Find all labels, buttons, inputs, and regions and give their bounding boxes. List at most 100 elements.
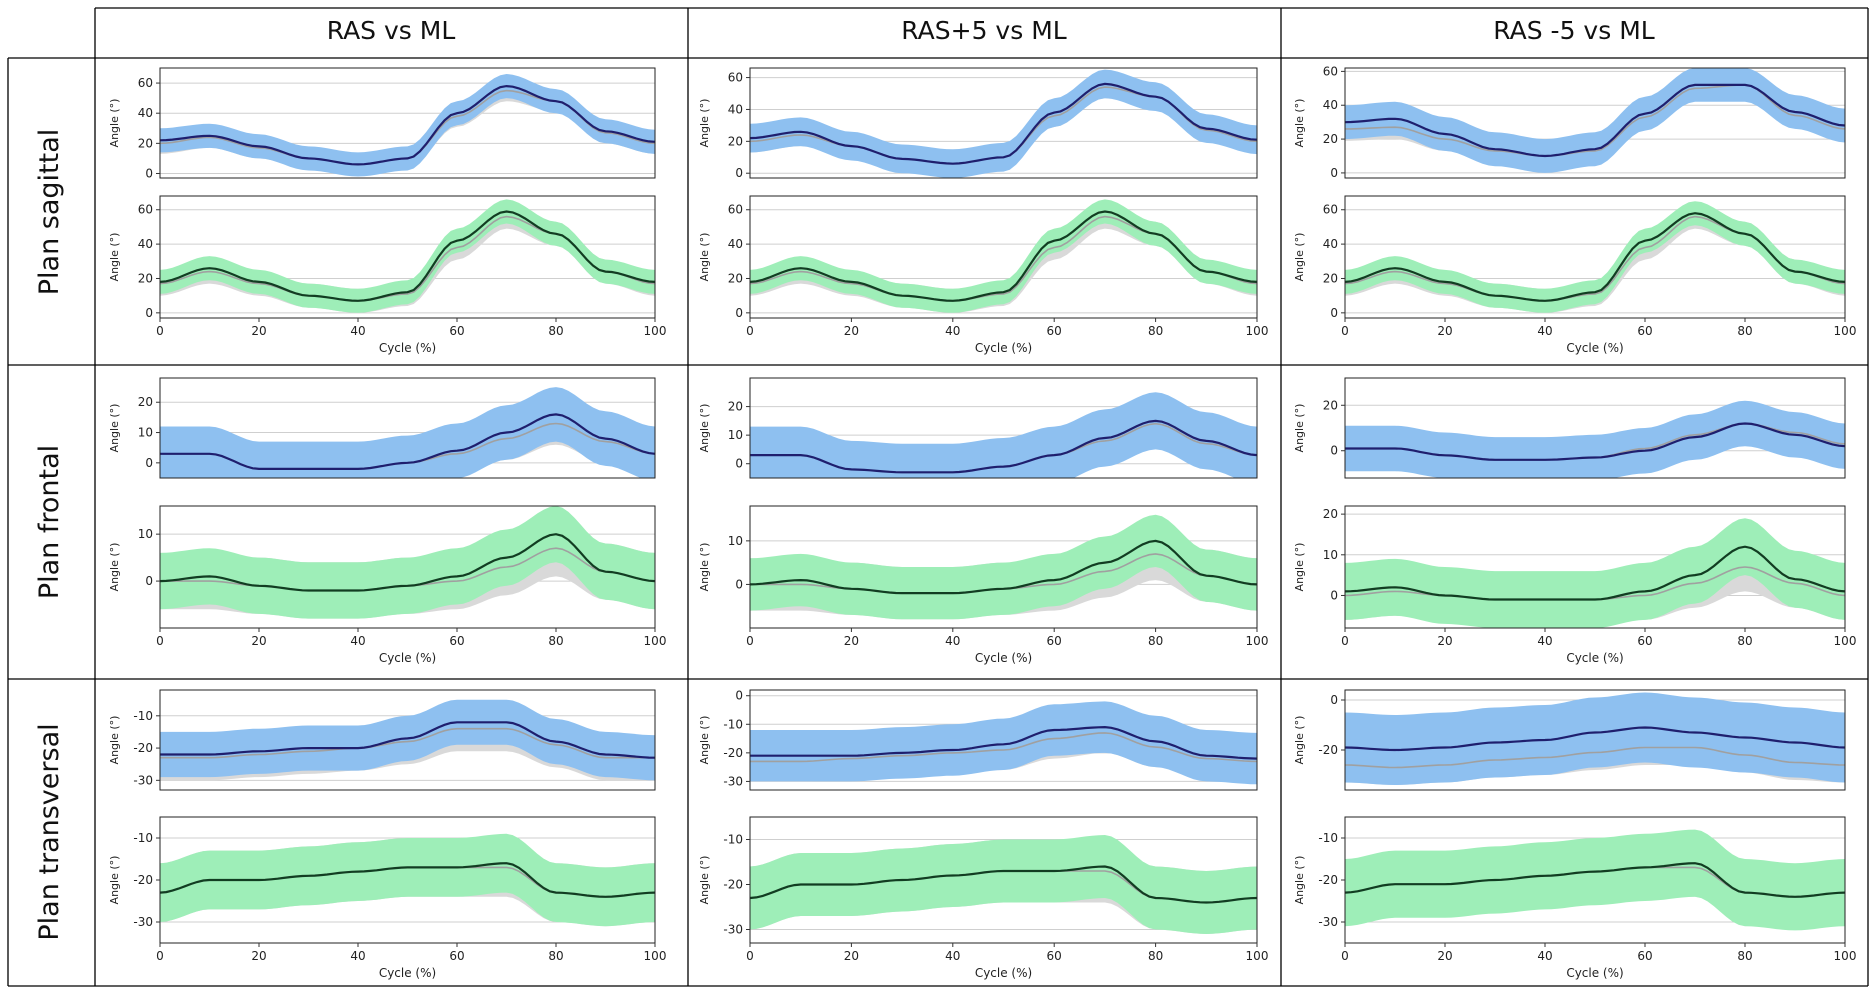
series-band [160, 833, 655, 927]
x-tick-label: 60 [1047, 324, 1062, 338]
x-tick-label: 40 [350, 634, 365, 648]
panel-r0-c0-bottom: 0 20 40 60 Angle (°) 0 20 40 60 80 100 Cycle (%) [108, 195, 666, 355]
column-header-3: RAS -5 vs ML [1493, 16, 1654, 45]
x-tick-label: 100 [1246, 949, 1269, 963]
series-band [750, 69, 1257, 178]
series-line [750, 419, 1257, 474]
y-tick-label: 20 [138, 271, 153, 285]
plot-frame [749, 816, 1258, 944]
y-tick-label: 20 [1323, 271, 1338, 285]
plot-frame [159, 195, 656, 319]
y-tick-label: 10 [728, 534, 743, 548]
x-tick-label: 100 [1246, 324, 1269, 338]
x-axis-label: Cycle (%) [379, 341, 436, 355]
x-tick-label: 0 [746, 324, 754, 338]
x-tick-label: 60 [1637, 634, 1652, 648]
y-tick-label: -20 [723, 878, 743, 892]
series-band [160, 506, 655, 619]
column-header-2: RAS+5 vs ML [901, 16, 1066, 45]
x-tick-label: 60 [1637, 949, 1652, 963]
y-tick-label: -30 [723, 923, 743, 937]
y-tick-label: -20 [133, 873, 153, 887]
x-tick-label: 0 [746, 634, 754, 648]
y-axis-label: Angle (°) [108, 233, 121, 282]
x-tick-label: 80 [1148, 634, 1163, 648]
y-tick-label: -10 [133, 709, 153, 723]
series-line [160, 721, 655, 759]
x-tick-label: 20 [844, 634, 859, 648]
y-axis-label: Angle (°) [698, 716, 711, 765]
y-tick-label: -20 [1318, 873, 1338, 887]
x-tick-label: 40 [1537, 949, 1552, 963]
y-axis-label: Angle (°) [1293, 233, 1306, 282]
x-axis-label: Cycle (%) [379, 651, 436, 665]
y-tick-label: 0 [735, 689, 743, 703]
y-tick-label: -30 [723, 774, 743, 788]
series-band [1345, 68, 1845, 173]
y-tick-label: 60 [1323, 203, 1338, 217]
y-tick-label: -10 [723, 833, 743, 847]
series-line [1345, 212, 1845, 302]
x-tick-label: 40 [945, 634, 960, 648]
y-tick-label: 60 [1323, 64, 1338, 78]
y-tick-label: -20 [1318, 743, 1338, 757]
x-tick-label: 80 [1737, 634, 1752, 648]
y-tick-label: 60 [728, 71, 743, 85]
x-tick-label: 100 [1834, 634, 1857, 648]
panel-r2-c0-bottom: -10 -20 -30 Angle (°) 0 20 40 60 80 100 Cycle (%) [108, 816, 667, 980]
x-tick-label: 100 [1246, 634, 1269, 648]
series-line [160, 413, 655, 470]
series-band [750, 392, 1257, 478]
x-tick-label: 60 [449, 324, 464, 338]
series-line [1345, 862, 1845, 898]
series-line [160, 210, 655, 302]
y-tick-label: -30 [133, 773, 153, 787]
series-band [160, 74, 655, 177]
series-line [1345, 83, 1845, 158]
x-tick-label: 100 [644, 949, 667, 963]
y-tick-label: 40 [728, 102, 743, 116]
x-axis-label: Cycle (%) [975, 966, 1032, 980]
x-tick-label: 40 [350, 324, 365, 338]
plot-frame [1344, 505, 1846, 629]
panel-r2-c1-bottom: -10 -20 -30 Angle (°) 0 20 40 60 80 100 Cycle (%) [698, 816, 1269, 980]
y-axis-label: Angle (°) [698, 233, 711, 282]
panel-r0-c1-top: 0 20 40 60 Angle (°) [698, 67, 1258, 180]
y-tick-label: 20 [1323, 507, 1338, 521]
y-tick-label: 40 [138, 106, 153, 120]
x-tick-label: 60 [1047, 949, 1062, 963]
series-band [160, 387, 655, 478]
y-tick-label: -20 [723, 746, 743, 760]
y-tick-label: 0 [1330, 588, 1338, 602]
series-line [750, 82, 1257, 165]
panel-r2-c1-top: 0 -10 -20 -30 Angle (°) [698, 689, 1258, 791]
y-axis-label: Angle (°) [698, 99, 711, 148]
x-tick-label: 80 [548, 634, 563, 648]
table-grid [7, 7, 1869, 987]
series-band [750, 514, 1257, 620]
x-tick-label: 0 [156, 634, 164, 648]
series-line [1345, 422, 1845, 461]
x-axis-label: Cycle (%) [1566, 966, 1623, 980]
x-tick-label: 100 [1834, 949, 1857, 963]
row-header-2: Plan frontal [34, 445, 65, 599]
plot-frame [159, 67, 656, 179]
plot-frame [159, 377, 656, 479]
x-tick-label: 80 [1737, 949, 1752, 963]
panel-r2-c0-top: -10 -20 -30 Angle (°) [108, 689, 656, 791]
series-line [160, 862, 655, 898]
series-line [750, 725, 1257, 760]
y-tick-label: 20 [138, 136, 153, 150]
panel-r1-c0-bottom: 0 10 Angle (°) 0 20 40 60 80 100 Cycle (%) [108, 505, 666, 665]
plot-frame [159, 505, 656, 629]
column-header-1: RAS vs ML [327, 16, 456, 45]
x-tick-label: 20 [251, 324, 266, 338]
x-tick-label: 40 [1537, 634, 1552, 648]
x-tick-label: 20 [844, 949, 859, 963]
row-header-1: Plan sagittal [34, 129, 65, 296]
y-tick-label: 0 [735, 306, 743, 320]
y-tick-label: 0 [1330, 166, 1338, 180]
x-tick-label: 100 [1834, 324, 1857, 338]
x-tick-label: 40 [945, 324, 960, 338]
y-tick-label: 0 [1330, 306, 1338, 320]
